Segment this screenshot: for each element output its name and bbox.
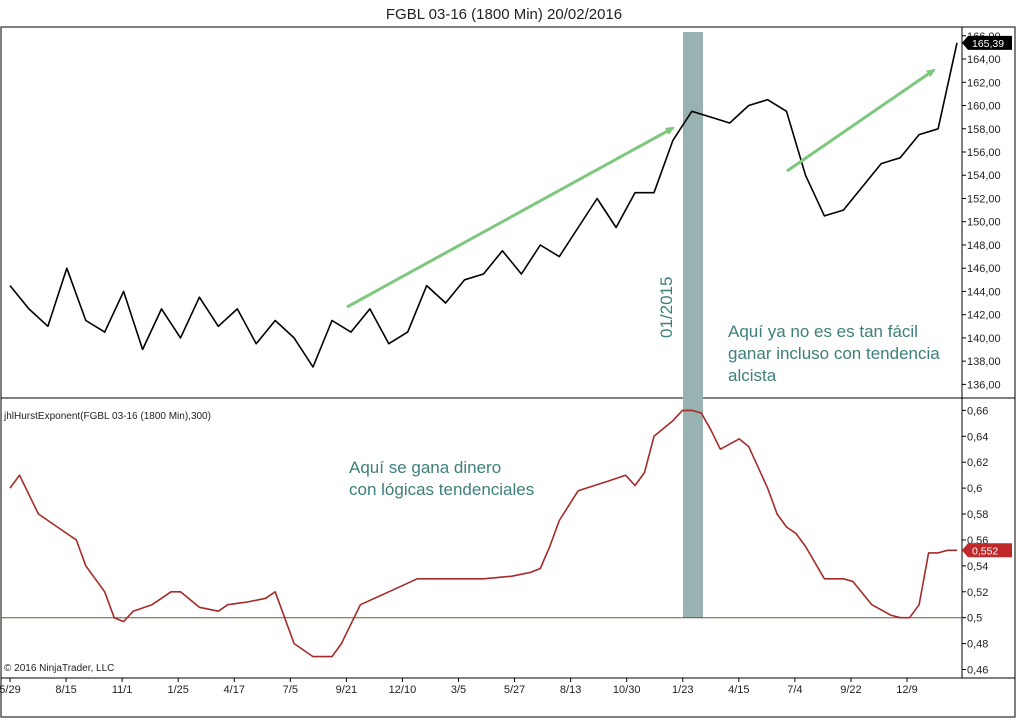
indicator-y-tick-label: 0,6 [967,483,982,495]
x-axis: 5/29 8/15 11/1 1/25 4/17 7/5 9/21 12/10 3/5 5/27 8… [0,678,918,696]
price-y-tick-label: 138,00 [967,356,1001,368]
x-tick-label: 7/4 [787,684,802,696]
price-y-tick-label: 142,00 [967,310,1001,322]
x-tick-label: 9/22 [840,684,861,696]
annotation-line-3: alcista [728,366,777,385]
price-y-tick-label: 146,00 [967,263,1001,275]
hurst-series-line [9,409,957,658]
svg-text:0,552: 0,552 [972,545,998,557]
indicator-y-tick-label: 0,54 [967,561,988,573]
annotation-line-5: con lógicas tendenciales [349,480,534,499]
price-last-value-tag: 165,39 [962,35,1012,50]
indicator-y-tick-label: 0,66 [967,405,988,417]
x-tick-label: 12/9 [896,684,917,696]
price-y-tick-label: 136,00 [967,379,1001,391]
price-y-tick-label: 158,00 [967,124,1001,136]
svg-text:165,39: 165,39 [972,38,1004,50]
indicator-y-tick-label: 0,5 [967,613,982,625]
annotation-line-2: ganar incluso con tendencia [728,344,940,363]
x-tick-label: 9/21 [336,684,357,696]
x-tick-label: 12/10 [389,684,417,696]
annotation-line-4: Aquí se gana dinero [349,458,501,477]
x-tick-label: 1/25 [167,684,188,696]
x-tick-label: 7/5 [283,684,298,696]
x-tick-label: 8/15 [55,684,76,696]
indicator-last-value-tag: 0,552 [962,543,1012,558]
chart-frame [0,26,1016,718]
x-tick-label: 4/15 [728,684,749,696]
price-y-tick-label: 150,00 [967,217,1001,229]
trend-arrow-left [346,126,675,309]
indicator-y-tick-label: 0,48 [967,639,988,651]
indicator-label: jhlHurstExponent(FGBL 03-16 (1800 Min),3… [3,411,211,422]
indicator-y-tick-label: 0,46 [967,665,988,677]
x-tick-label: 8/13 [560,684,581,696]
price-series-line [9,42,958,368]
price-y-tick-label: 160,00 [967,101,1001,113]
x-tick-label: 11/1 [112,684,133,696]
price-y-tick-label: 164,00 [967,54,1001,66]
price-y-tick-label: 148,00 [967,240,1001,252]
price-y-tick-label: 140,00 [967,333,1001,345]
highlight-label: 01/2015 [657,277,676,338]
highlight-band [683,32,703,618]
x-tick-label: 3/5 [451,684,466,696]
price-y-tick-label: 152,00 [967,193,1001,205]
trend-arrow-right [786,68,936,173]
x-tick-label: 4/17 [224,684,245,696]
price-y-tick-label: 154,00 [967,170,1001,182]
indicator-y-tick-label: 0,52 [967,587,988,599]
annotation-line-1: Aquí ya no es es tan fácil [728,322,918,341]
copyright: © 2016 NinjaTrader, LLC [4,663,114,674]
indicator-y-tick-label: 0,58 [967,509,988,521]
x-tick-label: 5/29 [0,684,21,696]
x-tick-label: 10/30 [613,684,641,696]
x-tick-label: 1/23 [672,684,693,696]
chart-title: FGBL 03-16 (1800 Min) 20/02/2016 [386,6,622,23]
indicator-y-tick-label: 0,64 [967,431,988,443]
x-tick-label: 5/27 [504,684,525,696]
price-y-tick-label: 156,00 [967,147,1001,159]
indicator-y-axis: 0,460,480,50,520,540,560,580,60,620,640,… [962,405,988,677]
price-y-axis: 136,00 138,00 140,00 142,00 144,00 146,00 148,… [962,31,1001,391]
indicator-y-tick-label: 0,62 [967,457,988,469]
price-y-tick-label: 162,00 [967,77,1001,89]
price-y-tick-label: 144,00 [967,286,1001,298]
